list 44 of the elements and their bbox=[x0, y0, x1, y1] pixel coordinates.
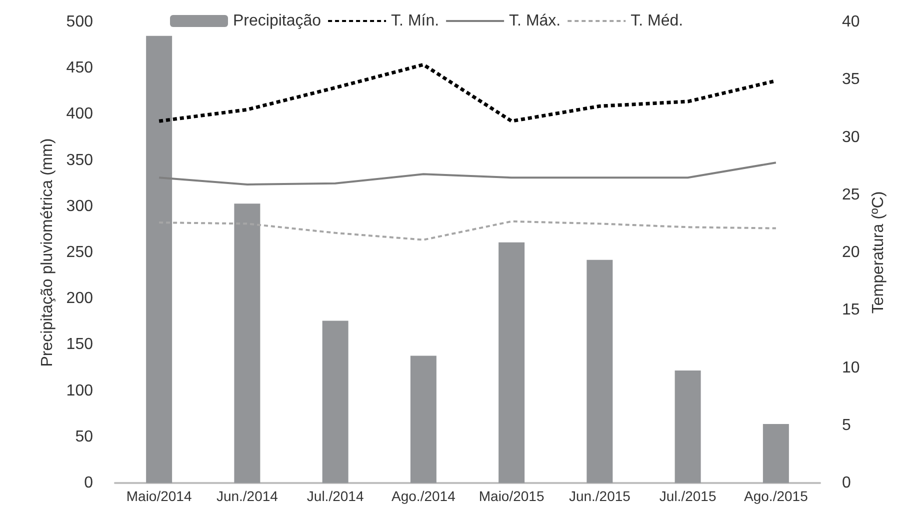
y-tick-label: 500 bbox=[66, 14, 94, 30]
x-tick-label: Ago./2014 bbox=[392, 488, 456, 504]
y2-tick-label: 35 bbox=[842, 71, 860, 88]
bar bbox=[498, 242, 525, 483]
x-tick-label: Maio/2015 bbox=[478, 488, 544, 504]
legend-label: Precipitação bbox=[233, 12, 322, 30]
line-series bbox=[158, 220, 777, 241]
bar bbox=[586, 260, 613, 483]
x-tick-label: Maio/2014 bbox=[126, 488, 192, 504]
y2-tick-label: 10 bbox=[842, 359, 860, 376]
line-series bbox=[158, 162, 777, 186]
y2-tick-label: 0 bbox=[842, 474, 851, 492]
bar bbox=[674, 370, 701, 483]
y-tick-label: 50 bbox=[75, 428, 94, 446]
y2-tick-label: 15 bbox=[842, 302, 860, 319]
bar bbox=[322, 320, 348, 483]
y2-tick-label: 30 bbox=[842, 128, 860, 146]
x-tick-label: Jul./2014 bbox=[306, 488, 364, 504]
y-tick-label: 150 bbox=[66, 336, 94, 354]
y-tick-label: 0 bbox=[84, 474, 94, 492]
y-axis-title: Precipitação pluviométrica (mm) bbox=[38, 138, 56, 367]
y-tick-label: 350 bbox=[66, 152, 94, 169]
bar bbox=[234, 204, 260, 483]
y-tick-label: 250 bbox=[66, 244, 94, 261]
x-tick-label: Jun./2015 bbox=[568, 488, 631, 504]
y2-tick-label: 20 bbox=[842, 244, 860, 261]
y-tick-label: 200 bbox=[66, 290, 94, 308]
y2-tick-label: 5 bbox=[842, 416, 851, 434]
y2-tick-label: 25 bbox=[842, 186, 860, 204]
y2-tick-label: 40 bbox=[842, 14, 860, 30]
legend-label: T. Mín. bbox=[391, 12, 440, 30]
bar bbox=[410, 356, 436, 483]
x-tick-label: Jul./2015 bbox=[659, 488, 716, 504]
legend-label: T. Máx. bbox=[509, 12, 561, 30]
x-tick-label: Ago./2015 bbox=[744, 488, 808, 504]
bar bbox=[762, 424, 789, 483]
legend-label: T. Méd. bbox=[630, 12, 684, 30]
y-tick-label: 450 bbox=[66, 60, 94, 77]
x-tick-label: Jun./2014 bbox=[216, 488, 278, 504]
y-tick-label: 300 bbox=[66, 198, 94, 215]
y-tick-label: 100 bbox=[66, 382, 94, 400]
y-tick-label: 400 bbox=[66, 106, 94, 123]
y2-axis-title: Temperatura (ºC) bbox=[870, 191, 888, 314]
bar bbox=[146, 36, 172, 483]
